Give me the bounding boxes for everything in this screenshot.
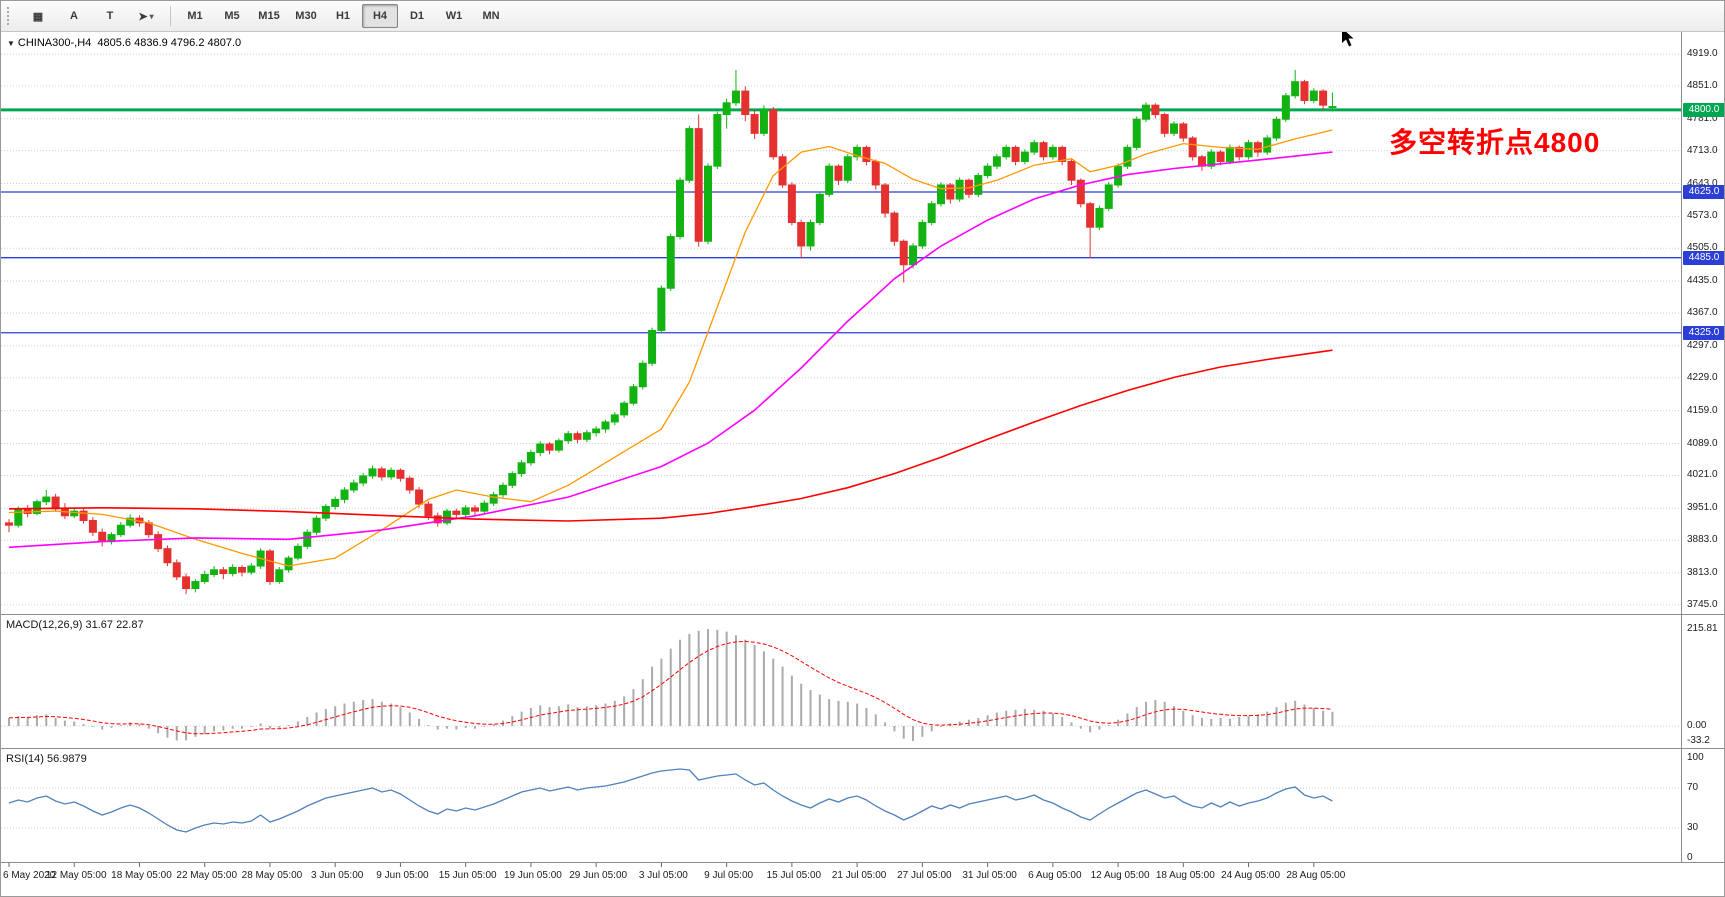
time-axis-label: 28 Aug 05:00 bbox=[1286, 870, 1346, 881]
time-axis-label: 18 May 05:00 bbox=[111, 870, 172, 881]
timeframe-button-H1[interactable]: H1 bbox=[335, 10, 351, 22]
symbol-ohlc: 4805.6 4836.9 4796.2 4807.0 bbox=[97, 37, 242, 49]
price-axis-label: 4851.0 bbox=[1687, 79, 1718, 91]
timeframe-button-M1[interactable]: M1 bbox=[187, 10, 203, 22]
timeframe-button-M30[interactable]: M30 bbox=[295, 10, 317, 22]
chart-window-icon: ▦ bbox=[32, 10, 44, 23]
time-axis-label: 19 Jun 05:00 bbox=[503, 870, 562, 881]
time-axis-label: 9 Jun 05:00 bbox=[376, 870, 429, 881]
price-axis-label: 4089.0 bbox=[1687, 437, 1718, 449]
time-axis-label: 3 Jun 05:00 bbox=[311, 870, 364, 881]
arrow-tool: A bbox=[70, 10, 78, 22]
price-axis-label: 4367.0 bbox=[1687, 307, 1718, 319]
time-axis-label: 28 May 05:00 bbox=[241, 870, 303, 881]
panel-divider-rsi-timeaxis bbox=[1, 862, 1724, 863]
dropdown-caret-icon[interactable]: ▾ bbox=[149, 11, 154, 21]
time-axis-label: 29 Jun 05:00 bbox=[569, 870, 628, 881]
price-axis-label: 3883.0 bbox=[1687, 534, 1718, 546]
toolbar-separator bbox=[170, 6, 171, 26]
price-level-badge: 4325.0 bbox=[1683, 325, 1724, 340]
macd-axis-label: 0.00 bbox=[1687, 720, 1707, 731]
price-axis-label: 3951.0 bbox=[1687, 502, 1718, 514]
cursor-tool-button[interactable]: ➤ ▾ bbox=[128, 4, 164, 28]
rsi-axis-label: 70 bbox=[1687, 782, 1699, 793]
price-level-badge: 4625.0 bbox=[1683, 184, 1724, 199]
text-tool: T bbox=[106, 10, 114, 22]
symbol-header: ▼ CHINA300-,H4 4805.6 4836.9 4796.2 4807.… bbox=[7, 37, 241, 49]
timeframe-button-M5[interactable]: M5 bbox=[224, 10, 240, 22]
time-axis-label: 9 Jul 05:00 bbox=[704, 870, 754, 881]
price-axis-label: 4021.0 bbox=[1687, 469, 1718, 481]
text-tool-button[interactable]: T bbox=[92, 4, 128, 28]
timeframe-button-M15[interactable]: M15 bbox=[258, 10, 280, 22]
time-axis-label: 15 Jun 05:00 bbox=[438, 870, 497, 881]
price-axis-separator[interactable] bbox=[1681, 32, 1682, 862]
price-axis-label: 4781.0 bbox=[1687, 112, 1718, 124]
time-axis-label: 22 May 05:00 bbox=[176, 870, 238, 881]
price-axis-label: 3813.0 bbox=[1687, 567, 1718, 579]
macd-indicator-label: MACD(12,26,9) 31.67 22.87 bbox=[6, 619, 144, 631]
time-axis-label: 6 May 2020 bbox=[3, 870, 56, 881]
price-level-badge: 4485.0 bbox=[1683, 250, 1724, 265]
time-axis-label: 12 May 05:00 bbox=[45, 870, 107, 881]
toolbar-drag-handle[interactable] bbox=[7, 7, 14, 25]
macd-axis-label: 215.81 bbox=[1687, 622, 1718, 634]
price-axis-label: 4505.0 bbox=[1687, 242, 1718, 254]
time-axis-label: 18 Aug 05:00 bbox=[1155, 870, 1215, 881]
timeframe-button-D1[interactable]: D1 bbox=[409, 10, 425, 22]
time-axis-label: 21 Jul 05:00 bbox=[831, 870, 887, 881]
time-axis-label: 27 Jul 05:00 bbox=[897, 870, 952, 881]
time-axis-label: 31 Jul 05:00 bbox=[962, 870, 1017, 881]
panel-divider-main-macd[interactable] bbox=[1, 614, 1724, 615]
price-axis-label: 4919.0 bbox=[1687, 48, 1718, 59]
price-axis-label: 4229.0 bbox=[1687, 371, 1718, 383]
timeframe-button-W1[interactable]: W1 bbox=[445, 10, 463, 22]
mouse-cursor-icon bbox=[1342, 28, 1354, 47]
ma-fast-orange-line bbox=[8, 129, 1333, 567]
price-axis-label: 4573.0 bbox=[1687, 210, 1718, 222]
timeframe-button-H4[interactable]: H4 bbox=[362, 4, 398, 28]
chart-annotation-text[interactable]: 多空转折点4800 bbox=[1389, 127, 1601, 158]
price-axis-label: 3745.0 bbox=[1687, 599, 1718, 610]
time-axis-label: 3 Jul 05:00 bbox=[638, 870, 688, 881]
timeframe-button-MN[interactable]: MN bbox=[482, 10, 500, 22]
rsi-axis-label: 30 bbox=[1687, 822, 1699, 833]
price-axis-label: 4435.0 bbox=[1687, 275, 1718, 287]
time-axis-label: 15 Jul 05:00 bbox=[766, 870, 822, 881]
drawing-tools-group: ▦ A T ➤ ▾ bbox=[20, 4, 164, 28]
time-axis-label: 24 Aug 05:00 bbox=[1221, 870, 1281, 881]
rsi-indicator-label: RSI(14) 56.9879 bbox=[6, 753, 87, 765]
price-axis-label: 4159.0 bbox=[1687, 404, 1718, 416]
ma-slow-red-line bbox=[8, 349, 1333, 522]
price-level-badge: 4800.0 bbox=[1683, 102, 1724, 117]
macd-axis-label: -33.2 bbox=[1687, 734, 1710, 746]
rsi-axis-label: 100 bbox=[1687, 752, 1704, 763]
ma-mid-magenta-line bbox=[8, 151, 1333, 549]
symbol-name: CHINA300-,H4 bbox=[17, 37, 92, 49]
chart-toolbar: ▦ A T ➤ ▾ M1 M5 M15 M30 H1 H4 D1 W1 MN bbox=[1, 1, 1724, 32]
time-axis-label: 6 Aug 05:00 bbox=[1028, 870, 1082, 881]
time-axis-label: 12 Aug 05:00 bbox=[1090, 870, 1150, 881]
arrow-tool-button[interactable]: A bbox=[56, 4, 92, 28]
rsi-axis-label: 0 bbox=[1687, 852, 1693, 863]
price-axis-label: 4297.0 bbox=[1687, 339, 1718, 351]
timeframe-buttons-group: M1 M5 M15 M30 H1 H4 D1 W1 MN bbox=[177, 4, 509, 28]
chart-window-icon-button[interactable]: ▦ bbox=[20, 4, 56, 28]
price-axis-label: 4643.0 bbox=[1687, 177, 1718, 189]
chevron-down-icon[interactable]: ▼ bbox=[7, 39, 15, 48]
price-axis-label: 4713.0 bbox=[1687, 144, 1718, 156]
cursor-tool: ➤ bbox=[138, 10, 148, 23]
panel-divider-macd-rsi[interactable] bbox=[1, 748, 1724, 749]
